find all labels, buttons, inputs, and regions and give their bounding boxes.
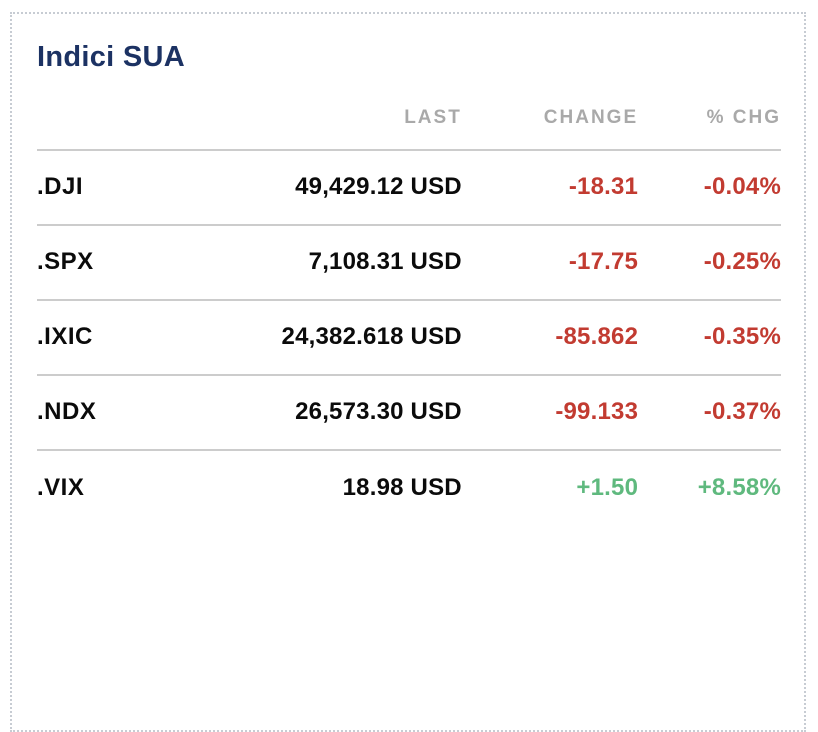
card-title: Indici SUA <box>37 41 186 73</box>
column-header-change: CHANGE <box>461 73 639 151</box>
change-value: -99.133 <box>461 374 639 451</box>
table-row[interactable]: .IXIC 24,382.618 USD -85.862 -0.35% <box>37 299 781 376</box>
table-row[interactable]: .NDX 26,573.30 USD -99.133 -0.37% <box>37 374 781 451</box>
pct-change-value: +8.58% <box>697 473 781 501</box>
index-symbol[interactable]: .SPX <box>37 224 236 301</box>
pct-change-value: -0.37% <box>638 374 781 451</box>
last-value: 49,429.12 USD <box>235 149 462 226</box>
last-value: 18.98 USD <box>342 473 462 501</box>
column-header-last: LAST <box>235 73 462 151</box>
table-row[interactable]: .DJI 49,429.12 USD -18.31 -0.04% <box>37 149 781 226</box>
pct-change-value: -0.25% <box>638 224 781 301</box>
change-value: -85.862 <box>461 299 639 376</box>
index-symbol[interactable]: .NDX <box>37 374 236 451</box>
change-value: -18.31 <box>461 149 639 226</box>
index-symbol[interactable]: .IXIC <box>37 299 236 376</box>
index-symbol[interactable]: .DJI <box>37 149 236 226</box>
last-value: 26,573.30 USD <box>235 374 462 451</box>
last-value: 7,108.31 USD <box>235 224 462 301</box>
pct-change-value: -0.04% <box>638 149 781 226</box>
column-header-symbol <box>37 73 236 151</box>
indices-table: LAST CHANGE % CHG .DJI 49,429.12 USD -18… <box>37 73 781 525</box>
change-value: -17.75 <box>461 224 639 301</box>
index-symbol[interactable]: .VIX <box>37 473 85 501</box>
last-value: 24,382.618 USD <box>235 299 462 376</box>
table-row[interactable]: .SPX 7,108.31 USD -17.75 -0.25% <box>37 224 781 301</box>
indices-card: Indici SUA LAST CHANGE % CHG .DJI 49,429… <box>10 12 806 732</box>
column-header-pct-chg: % CHG <box>638 73 781 151</box>
table-header-row: LAST CHANGE % CHG <box>37 73 781 151</box>
change-value: +1.50 <box>576 473 639 501</box>
table-row[interactable]: .VIX 18.98 USD +1.50 +8.58% <box>37 450 781 525</box>
pct-change-value: -0.35% <box>638 299 781 376</box>
